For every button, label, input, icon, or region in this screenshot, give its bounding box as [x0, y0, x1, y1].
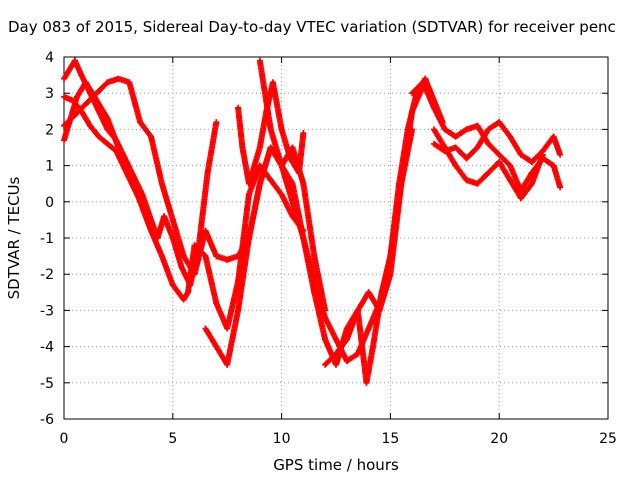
data-series [235, 79, 307, 187]
x-axis-label: GPS time / hours [273, 456, 399, 474]
data-point [557, 151, 564, 158]
data-point [152, 235, 159, 241]
data-series [430, 119, 564, 165]
y-tick-label: 0 [45, 195, 54, 211]
y-tick-label: -1 [40, 231, 54, 247]
y-tick-label: 4 [45, 50, 54, 66]
x-tick-label: 5 [168, 431, 177, 447]
x-tick-label: 15 [381, 431, 399, 447]
data-series [61, 57, 220, 289]
y-tick-label: -5 [40, 376, 54, 392]
y-axis-label: SDTVAR / TECUs [5, 176, 23, 300]
y-tick-label: -3 [40, 303, 54, 319]
y-tick-label: 3 [45, 86, 54, 102]
data-point [539, 151, 546, 158]
data-point [557, 184, 564, 191]
y-tick-label: -6 [40, 412, 54, 428]
x-tick-label: 10 [273, 431, 291, 447]
data-point [300, 130, 307, 137]
data-point [213, 119, 220, 126]
y-tick-label: -4 [40, 340, 54, 356]
y-tick-label: -2 [40, 267, 54, 283]
x-tick-label: 0 [60, 431, 69, 447]
data-series [430, 126, 546, 202]
y-tick-label: 1 [45, 159, 54, 175]
data-series [322, 75, 446, 386]
x-tick-label: 20 [490, 431, 508, 447]
data-series [61, 93, 159, 241]
x-tick-label: 25 [599, 431, 617, 447]
data-series [256, 57, 416, 365]
chart-title: Day 083 of 2015, Sidereal Day-to-day VTE… [8, 18, 616, 36]
y-tick-label: 2 [45, 122, 54, 138]
